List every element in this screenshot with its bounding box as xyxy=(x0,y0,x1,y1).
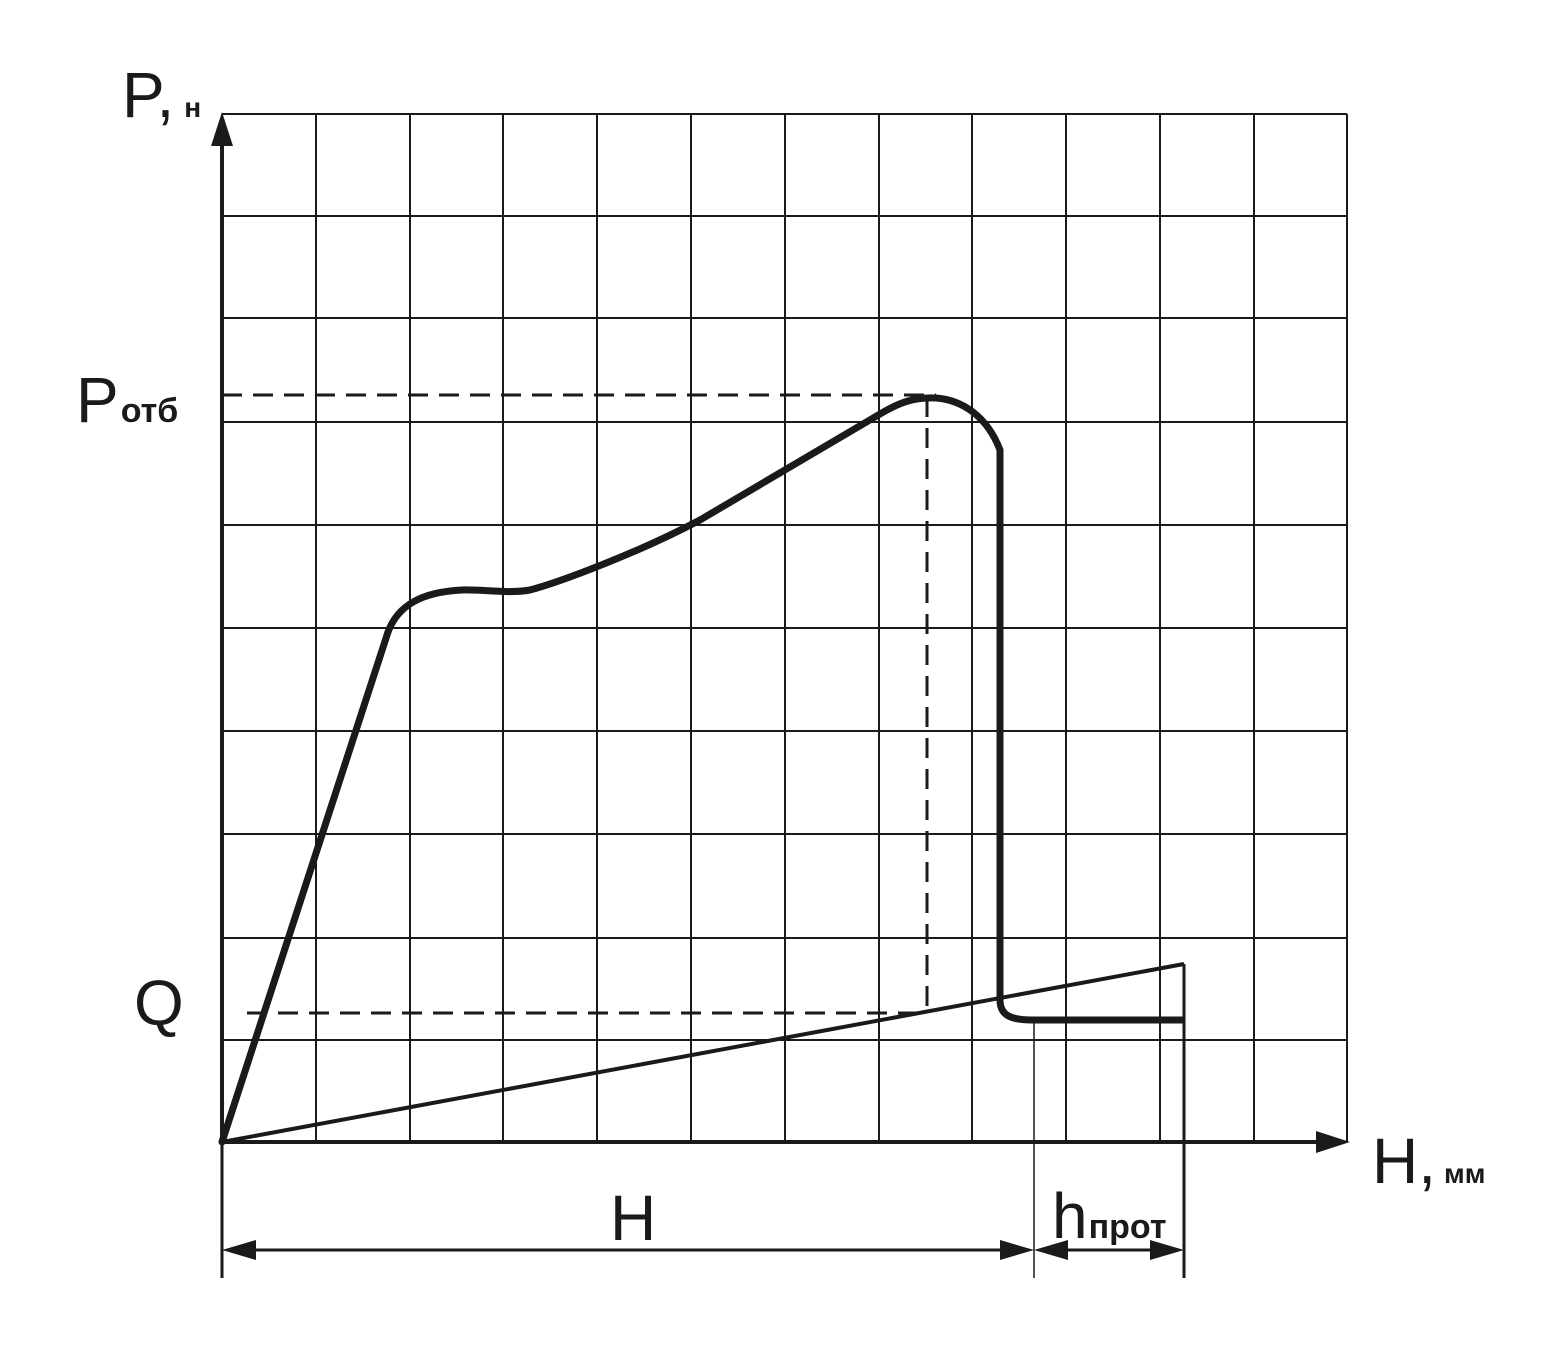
dim-hprot-arrow-right xyxy=(1150,1240,1184,1260)
axes xyxy=(211,112,1350,1153)
reference-line xyxy=(221,962,1185,1144)
x-axis-label: H, мм xyxy=(1372,1125,1485,1197)
p-otb-label: Pотб xyxy=(76,364,178,436)
dimension-lines xyxy=(220,964,1186,1278)
y-axis-arrow xyxy=(211,112,233,146)
dim-hprot-arrow-left xyxy=(1034,1240,1068,1260)
dim-h-arrow-right xyxy=(1000,1240,1034,1260)
dim-h-arrow-left xyxy=(222,1240,256,1260)
dim-hprot-label: hпрот xyxy=(1052,1180,1166,1252)
dim-h-label: H xyxy=(610,1182,656,1254)
grid xyxy=(222,113,1348,1142)
load-curve xyxy=(218,394,1186,1146)
q-label: Q xyxy=(134,967,184,1039)
x-axis-arrow xyxy=(1316,1131,1350,1153)
y-axis-label: P, н xyxy=(122,59,201,131)
